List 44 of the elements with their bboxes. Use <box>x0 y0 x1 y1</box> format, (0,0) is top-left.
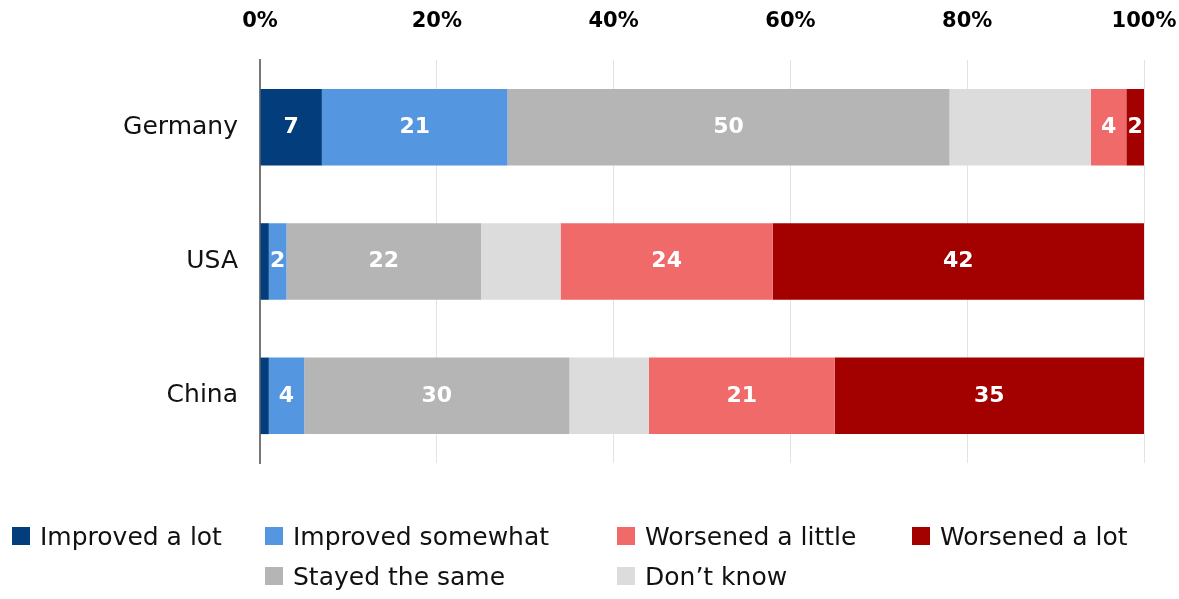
bar <box>1090 88 1127 166</box>
legend-label: Worsened a lot <box>940 521 1128 551</box>
bar <box>321 88 508 166</box>
bar <box>304 357 570 435</box>
x-tick-label: 80% <box>942 7 993 32</box>
legend-label: Improved somewhat <box>293 521 550 551</box>
x-tick-label: 20% <box>411 7 462 32</box>
legend-label: Don’t know <box>645 561 788 591</box>
y-tick-label: Germany <box>123 110 239 140</box>
y-tick-label: China <box>166 379 238 409</box>
bar <box>772 223 1144 300</box>
y-tick-label: USA <box>186 245 238 274</box>
bar <box>260 357 269 435</box>
legend-label: Stayed the same <box>293 561 506 591</box>
data-label: 2 <box>270 247 286 273</box>
x-tick-label: 100% <box>1111 7 1177 32</box>
bar <box>834 357 1144 435</box>
data-label: 35 <box>973 381 1005 407</box>
data-label: 4 <box>1100 112 1117 138</box>
x-tick-label: 40% <box>588 7 639 32</box>
data-label: 4 <box>278 381 295 407</box>
bar <box>481 223 561 300</box>
bar <box>560 223 773 300</box>
bar <box>507 88 950 166</box>
bar <box>268 223 287 300</box>
bar <box>260 88 322 166</box>
legend-label: Worsened a little <box>645 521 857 551</box>
legend-label: Improved a lot <box>40 521 222 551</box>
x-tick-label: 60% <box>765 7 816 32</box>
x-tick-label: 0% <box>242 7 278 32</box>
data-label: 24 <box>651 247 682 273</box>
data-label: 42 <box>943 247 974 273</box>
data-label: 50 <box>713 112 744 138</box>
bar <box>648 357 835 435</box>
data-label: 21 <box>399 112 431 138</box>
bar <box>286 223 481 300</box>
bar <box>268 357 305 435</box>
data-label: 30 <box>421 381 453 407</box>
data-label: 22 <box>368 247 400 273</box>
data-label: 21 <box>726 381 758 407</box>
bar <box>260 223 269 300</box>
bar <box>1126 88 1144 166</box>
data-label: 2 <box>1127 112 1143 138</box>
data-label: 7 <box>283 112 299 138</box>
